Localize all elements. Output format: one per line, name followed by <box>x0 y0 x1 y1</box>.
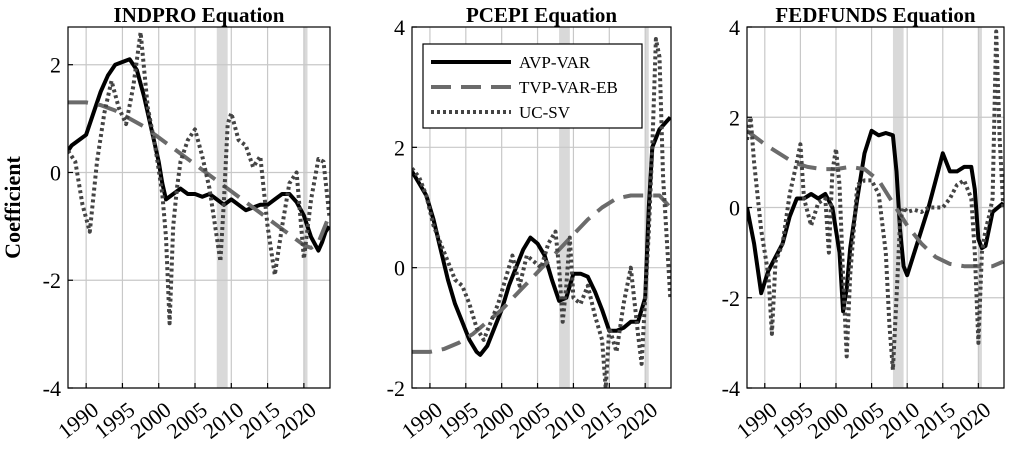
series-line-uc-sv <box>68 30 330 326</box>
x-tick-label: 2020 <box>945 397 995 444</box>
y-tick-label: 0 <box>394 256 405 281</box>
panel-title: FEDFUNDS Equation <box>775 3 975 27</box>
series-line-avp-var <box>747 128 1004 314</box>
x-tick-label: 2020 <box>612 397 662 444</box>
series-line-tvp-var-eb <box>747 129 1004 269</box>
y-tick-label: -4 <box>722 376 740 401</box>
recession-band <box>303 27 308 388</box>
y-tick-label: 2 <box>50 53 61 78</box>
series-line-avp-var <box>412 115 671 357</box>
y-axis-label: Coefficient <box>0 156 25 259</box>
recession-band <box>559 27 570 388</box>
panel-1: 1990199520002005201020152020-4-202INDPRO… <box>0 3 331 444</box>
panel-title: PCEPI Equation <box>466 3 617 27</box>
y-tick-label: 2 <box>394 135 405 160</box>
legend-entry: UC-SV <box>519 103 571 122</box>
legend-entry: TVP-VAR-EB <box>519 78 618 97</box>
x-tick-label: 2020 <box>271 397 321 444</box>
y-tick-label: -4 <box>43 376 61 401</box>
series-line-avp-var <box>68 57 330 253</box>
series-line-tvp-var-eb <box>68 100 330 250</box>
series-line-uc-sv <box>747 29 1004 372</box>
y-tick-label: 0 <box>729 196 740 221</box>
y-tick-label: 2 <box>729 105 740 130</box>
recession-band <box>216 27 228 388</box>
panel-title: INDPRO Equation <box>114 3 285 27</box>
legend-entry: AVP-VAR <box>519 53 591 72</box>
axes-frame <box>67 26 331 389</box>
legend: AVP-VAR TVP-VAR-EB UC-SV <box>422 43 643 129</box>
y-tick-label: 4 <box>729 15 740 40</box>
y-tick-label: 4 <box>394 15 405 40</box>
y-tick-label: -2 <box>43 268 61 293</box>
y-tick-label: -2 <box>722 286 740 311</box>
series-line-tvp-var-eb <box>412 193 671 354</box>
y-tick-label: 0 <box>50 160 61 185</box>
legend-box <box>422 43 643 129</box>
axes-frame <box>411 26 672 389</box>
series-line-uc-sv <box>412 37 671 388</box>
y-tick-label: -2 <box>387 376 405 401</box>
